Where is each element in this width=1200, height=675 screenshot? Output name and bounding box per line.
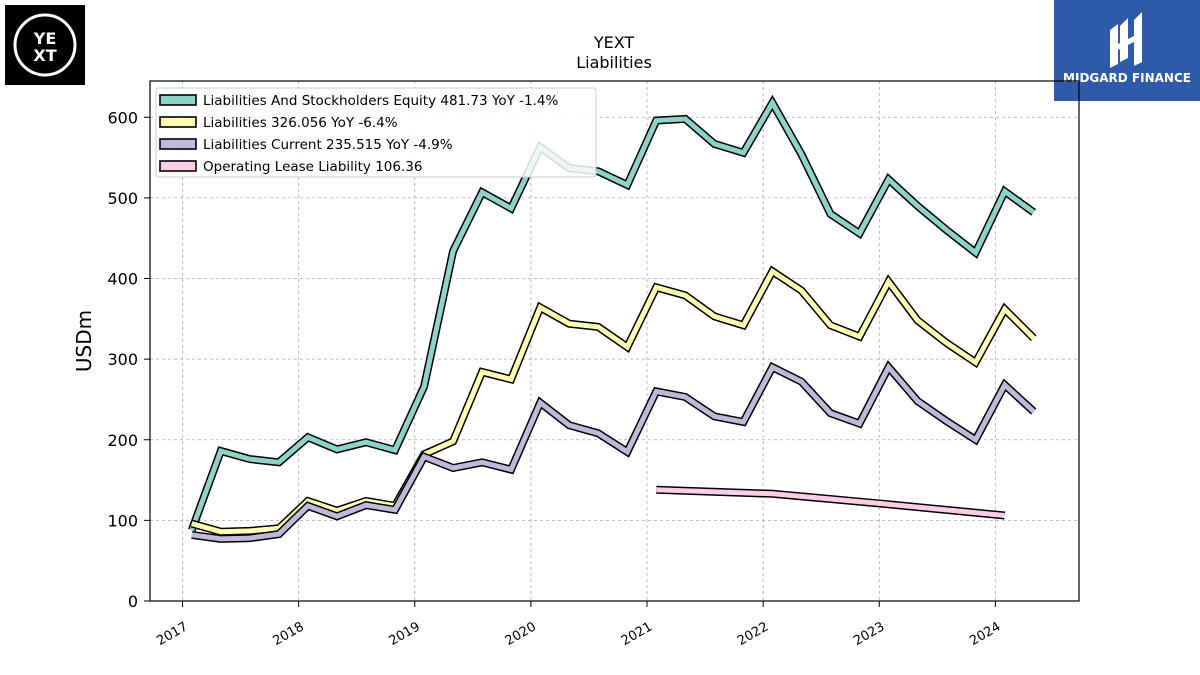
series-line [191, 267, 1036, 535]
legend-entry: Liabilities Current 235.515 YoY -4.9% [159, 137, 453, 153]
series-line [656, 487, 1005, 518]
y-tick-label: 200 [107, 431, 138, 450]
x-tick-label: 2019 [387, 619, 423, 649]
y-tick-label: 300 [107, 350, 138, 369]
y-tick-label: 500 [107, 189, 138, 208]
x-tick-label: 2020 [503, 619, 539, 649]
x-tick-label: 2018 [270, 619, 306, 649]
y-tick-label: 600 [107, 108, 138, 127]
legend-box [155, 87, 597, 178]
midgard-finance-logo-mark: MIDGARD FINANCE [1063, 12, 1191, 85]
y-axis-label: USDm [72, 310, 96, 372]
legend-entry: Liabilities 326.056 YoY -6.4% [159, 115, 398, 131]
x-tick-label: 2022 [735, 619, 771, 649]
midgard-finance-logo-text: MIDGARD FINANCE [1063, 71, 1191, 85]
legend-label: Liabilities Current 235.515 YoY -4.9% [203, 137, 453, 153]
x-tick-label: 2017 [154, 619, 190, 649]
x-axis-ticks: 2017 2018 2019 2020 2021 2022 2023 2024 [154, 601, 1003, 649]
plot-frame [149, 80, 1080, 602]
x-tick-label: 2021 [619, 619, 655, 649]
yext-logo: YE XT [5, 5, 85, 85]
legend-swatch [159, 138, 197, 150]
series-line [189, 97, 1036, 531]
chart-title: YEXT [593, 33, 635, 52]
chart-subtitle: Liabilities [576, 53, 652, 72]
y-axis-ticks: 0 100 200 300 400 500 600 [107, 108, 150, 611]
series-layer [188, 94, 1037, 543]
series-4 [656, 485, 1006, 520]
series-1 [188, 94, 1037, 532]
legend-swatch [159, 160, 197, 172]
y-tick-label: 100 [107, 511, 138, 530]
legend-label: Operating Lease Liability 106.36 [203, 159, 422, 175]
midgard-finance-logo: MIDGARD FINANCE [1054, 0, 1200, 101]
chart-legend: Liabilities And Stockholders Equity 481.… [155, 87, 597, 178]
y-tick-label: 400 [107, 270, 138, 289]
y-tick-label: 0 [128, 592, 138, 611]
legend-entry: Operating Lease Liability 106.36 [159, 159, 422, 175]
legend-swatch [159, 94, 197, 106]
series-3 [191, 360, 1037, 543]
yext-logo-mark: YE XT [13, 13, 77, 77]
x-tick-label: 2024 [967, 619, 1003, 649]
series-2 [190, 265, 1037, 536]
legend-label: Liabilities And Stockholders Equity 481.… [203, 93, 558, 109]
x-tick-label: 2023 [851, 619, 887, 649]
legend-entry: Liabilities And Stockholders Equity 481.… [159, 93, 558, 109]
legend-label: Liabilities 326.056 YoY -6.4% [203, 115, 398, 131]
series-line [191, 362, 1036, 542]
legend-swatch [159, 116, 197, 128]
svg-text:XT: XT [33, 46, 56, 65]
svg-text:YE: YE [33, 29, 57, 48]
